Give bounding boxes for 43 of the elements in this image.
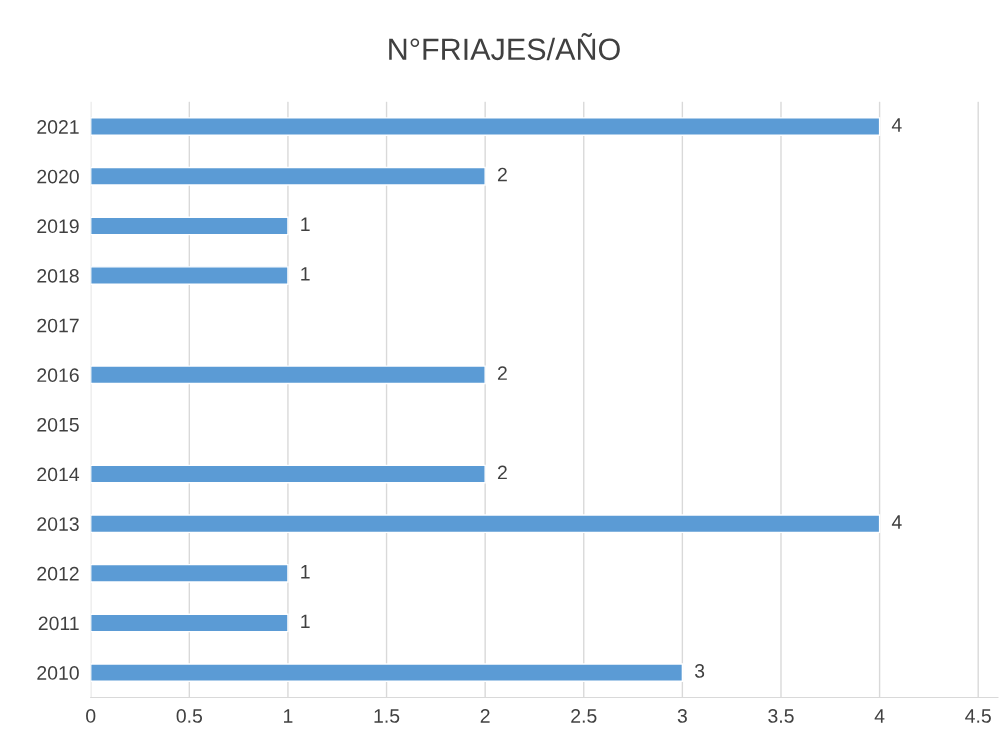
- x-tick-label: 1.5: [374, 709, 400, 723]
- bar: [90, 663, 684, 683]
- y-tick-label: 2021: [37, 120, 79, 134]
- bar: [90, 613, 289, 633]
- x-tick-label: 2: [480, 709, 490, 723]
- x-tick-label: 4: [874, 709, 885, 723]
- y-tick-label: 2011: [38, 616, 79, 631]
- data-label: 2: [497, 167, 507, 182]
- data-label: 1: [301, 565, 310, 579]
- x-tick-label: 4.5: [965, 709, 991, 723]
- data-label: 2: [497, 366, 507, 380]
- data-label: 1: [301, 614, 310, 629]
- x-tick-label: 3: [677, 709, 687, 723]
- bar: [90, 514, 881, 534]
- chart-title: N°FRIAJES/AÑO: [389, 33, 620, 61]
- x-tick-label: 0: [86, 709, 96, 723]
- y-tick-label: 2020: [37, 169, 79, 184]
- y-tick-label: 2015: [37, 417, 79, 432]
- y-tick-label: 2018: [37, 268, 79, 283]
- x-tick-label: 1: [284, 709, 293, 723]
- bar: [90, 464, 486, 484]
- y-tick-label: 2019: [37, 219, 79, 234]
- y-tick-label: 2010: [37, 666, 79, 680]
- y-tick-label: 2017: [37, 318, 79, 333]
- bar: [90, 365, 486, 385]
- y-tick-label: 2013: [37, 517, 79, 531]
- bar: [90, 117, 881, 136]
- data-label: 4: [891, 118, 902, 132]
- x-tick-label: 2.5: [571, 709, 597, 723]
- data-label: 3: [694, 664, 705, 678]
- data-label: 1: [301, 217, 310, 231]
- bar: [90, 216, 289, 236]
- bar: [90, 563, 289, 583]
- data-label: 4: [891, 515, 902, 529]
- x-tick-label: 3.5: [768, 709, 794, 723]
- x-tick-label: 0.5: [176, 709, 203, 723]
- y-tick-label: 2012: [37, 566, 79, 581]
- bar: [90, 166, 486, 186]
- y-tick-label: 2016: [37, 368, 79, 383]
- bar: [90, 266, 289, 285]
- data-label: 2: [497, 465, 507, 480]
- data-label: 1: [301, 267, 310, 281]
- y-tick-label: 2014: [37, 467, 80, 482]
